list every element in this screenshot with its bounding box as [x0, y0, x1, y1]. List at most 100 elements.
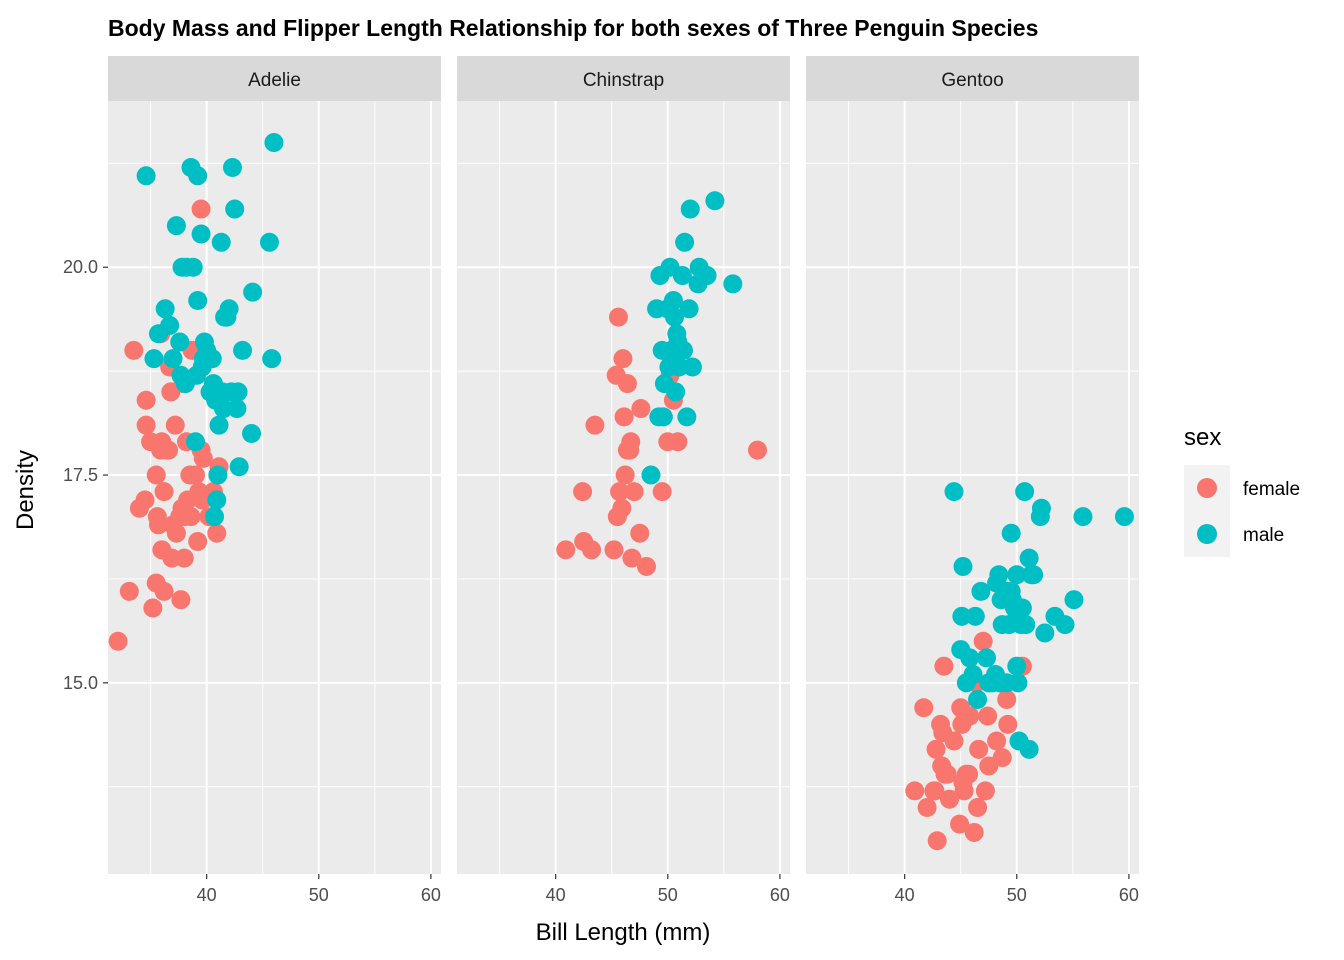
- data-point: [259, 232, 279, 252]
- data-point: [219, 299, 239, 319]
- data-point: [148, 515, 168, 535]
- data-point: [1007, 656, 1027, 676]
- y-axis: 15.0 17.5 20.0: [63, 257, 108, 693]
- data-point: [944, 482, 964, 502]
- data-point: [1031, 498, 1051, 518]
- legend-swatch: [1197, 478, 1217, 498]
- data-point: [1064, 590, 1084, 610]
- legend-title: sex: [1184, 424, 1221, 451]
- panel-gentoo: Gentoo: [806, 56, 1139, 874]
- data-point: [959, 764, 979, 784]
- data-point: [174, 548, 194, 568]
- facet-strip-label: Adelie: [248, 70, 301, 91]
- data-point: [968, 798, 988, 818]
- data-point: [193, 448, 213, 468]
- data-point: [951, 698, 971, 718]
- data-point: [665, 307, 685, 327]
- data-point: [228, 382, 248, 402]
- data-point: [1073, 507, 1093, 527]
- data-point: [964, 822, 984, 842]
- legend-label: female: [1243, 479, 1300, 500]
- y-tick-label: 17.5: [63, 465, 98, 485]
- data-point: [925, 781, 945, 801]
- data-point: [621, 432, 641, 452]
- data-point: [136, 166, 156, 186]
- data-point: [668, 332, 688, 352]
- x-tick-label: 60: [770, 885, 790, 905]
- series-male: [136, 133, 284, 527]
- series-male: [944, 482, 1134, 759]
- data-point: [188, 532, 208, 552]
- data-point: [636, 556, 656, 576]
- data-point: [1007, 565, 1027, 585]
- data-point: [658, 432, 678, 452]
- data-point: [188, 166, 208, 186]
- data-point: [1035, 623, 1055, 643]
- data-point: [968, 689, 988, 709]
- data-point: [155, 299, 175, 319]
- series-female: [556, 307, 767, 576]
- x-tick-label: 50: [1007, 885, 1027, 905]
- x-tick-label: 60: [1119, 885, 1139, 905]
- x-tick-label: 50: [658, 885, 678, 905]
- legend-swatch: [1197, 524, 1217, 544]
- data-point: [960, 648, 980, 668]
- data-point: [663, 290, 683, 310]
- data-point: [264, 133, 284, 153]
- data-point: [208, 465, 228, 485]
- data-point: [672, 266, 692, 286]
- data-point: [940, 789, 960, 809]
- facet-panels: Adelie Chinstrap Gentoo: [108, 56, 1139, 874]
- data-point: [185, 432, 205, 452]
- data-point: [610, 482, 630, 502]
- y-tick-label: 15.0: [63, 673, 98, 693]
- panel-chinstrap: Chinstrap: [457, 56, 790, 874]
- data-point: [641, 465, 661, 485]
- data-point: [615, 465, 635, 485]
- data-point: [608, 307, 628, 327]
- facet-strip-label: Chinstrap: [583, 70, 664, 91]
- data-point: [556, 540, 576, 560]
- data-point: [622, 548, 642, 568]
- data-point: [997, 689, 1017, 709]
- data-point: [653, 407, 673, 427]
- data-point: [630, 523, 650, 543]
- data-point: [604, 540, 624, 560]
- data-point: [682, 357, 702, 377]
- facet-strip: [108, 56, 441, 101]
- data-point: [669, 357, 689, 377]
- data-point: [612, 498, 632, 518]
- data-point: [989, 565, 1009, 585]
- x-tick-label: 60: [421, 885, 441, 905]
- data-point: [209, 415, 229, 435]
- data-point: [222, 157, 242, 177]
- data-point: [191, 199, 211, 219]
- chart-title: Body Mass and Flipper Length Relationshi…: [108, 15, 1038, 41]
- facet-strip-label: Gentoo: [941, 70, 1003, 91]
- data-point: [969, 739, 989, 759]
- data-point: [243, 282, 263, 302]
- data-point: [631, 399, 651, 419]
- data-point: [975, 781, 995, 801]
- data-point: [1001, 523, 1021, 543]
- series-female: [905, 631, 1032, 851]
- data-point: [905, 781, 925, 801]
- data-point: [170, 332, 190, 352]
- data-point: [950, 814, 970, 834]
- data-point: [927, 831, 947, 851]
- data-point: [987, 731, 1007, 751]
- data-point: [154, 482, 174, 502]
- y-axis-title: Density: [12, 450, 39, 530]
- facet-strip: [806, 56, 1139, 101]
- data-point: [953, 556, 973, 576]
- data-point: [160, 315, 180, 335]
- data-point: [183, 257, 203, 277]
- data-point: [197, 340, 217, 360]
- data-point: [146, 465, 166, 485]
- data-point: [677, 407, 697, 427]
- data-point: [914, 698, 934, 718]
- data-point: [1114, 507, 1134, 527]
- x-axes: 40 50 60 40 50 60 40 50 60: [197, 874, 1139, 905]
- series-male: [641, 191, 743, 485]
